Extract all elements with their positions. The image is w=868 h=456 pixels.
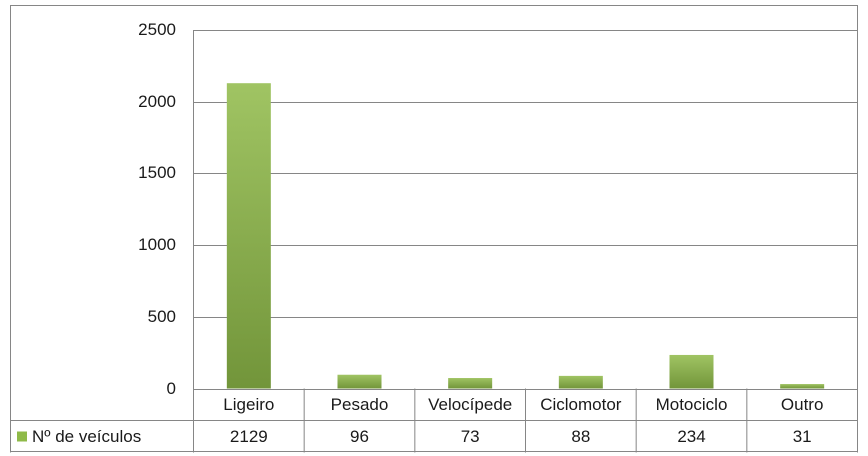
table-value: 31 (793, 427, 812, 446)
x-tick-label: Ciclomotor (540, 395, 622, 414)
x-tick-label: Velocípede (428, 395, 512, 414)
table-value: 234 (677, 427, 705, 446)
y-tick-label: 500 (148, 307, 176, 326)
bar (558, 375, 603, 389)
bar (226, 83, 271, 389)
y-tick-label: 1000 (138, 235, 176, 254)
table-value: 88 (571, 427, 590, 446)
y-tick-label: 2000 (138, 92, 176, 111)
chart-border (10, 5, 858, 452)
x-tick-label: Motociclo (656, 395, 728, 414)
bar (780, 384, 825, 389)
table-value: 2129 (230, 427, 268, 446)
x-tick-label: Ligeiro (223, 395, 274, 414)
bar (337, 374, 382, 389)
bar (669, 354, 714, 389)
legend-label: Nº de veículos (32, 427, 141, 446)
legend-key (17, 431, 27, 442)
x-tick-label: Outro (781, 395, 824, 414)
y-tick-label: 1500 (138, 163, 176, 182)
y-tick-label: 0 (167, 379, 176, 398)
bar (448, 378, 493, 389)
table-value: 96 (350, 427, 369, 446)
y-tick-label: 2500 (138, 20, 176, 39)
table-value: 73 (461, 427, 480, 446)
x-tick-label: Pesado (331, 395, 389, 414)
